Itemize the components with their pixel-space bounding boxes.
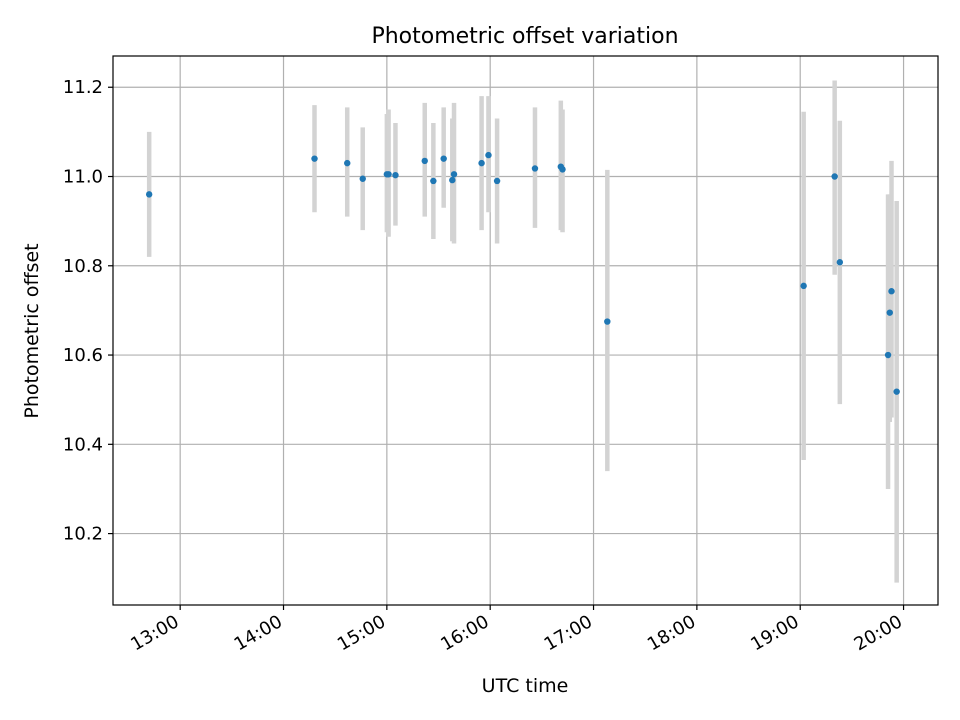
data-point (440, 155, 447, 162)
y-tick-label: 10.6 (63, 345, 103, 366)
data-point (344, 159, 351, 167)
x-axis-label: UTC time (482, 675, 569, 697)
data-point (359, 175, 366, 182)
data-point (836, 259, 844, 266)
data-point (392, 171, 399, 179)
data-point (888, 288, 895, 295)
data-point (493, 177, 501, 185)
plot-area-frame (112, 55, 939, 606)
y-tick-label: 10.2 (63, 524, 103, 545)
data-point (485, 151, 492, 159)
data-point (893, 388, 900, 395)
data-point (385, 171, 392, 178)
y-tick-label: 10.4 (63, 434, 103, 455)
data-point (421, 157, 428, 165)
data-points (145, 151, 900, 395)
data-point (604, 318, 611, 325)
data-point (145, 191, 153, 198)
y-tick-label: 11.0 (63, 167, 103, 188)
chart-title: Photometric offset variation (371, 24, 678, 49)
data-point (450, 171, 458, 178)
data-point (800, 282, 807, 290)
data-point (559, 166, 566, 173)
data-point (531, 165, 539, 172)
data-point (449, 176, 456, 184)
data-point (831, 173, 838, 180)
data-point (311, 155, 318, 162)
y-axis-ticks: 10.2 10.4 10.6 10.8 11.0 11.2 (63, 77, 113, 545)
data-point (884, 351, 892, 359)
y-tick-label: 10.8 (63, 256, 103, 277)
data-point (886, 309, 893, 316)
y-tick-label: 11.2 (63, 77, 103, 98)
data-point (478, 159, 485, 167)
y-axis-label: Photometric offset (21, 243, 43, 418)
data-point (430, 177, 437, 185)
